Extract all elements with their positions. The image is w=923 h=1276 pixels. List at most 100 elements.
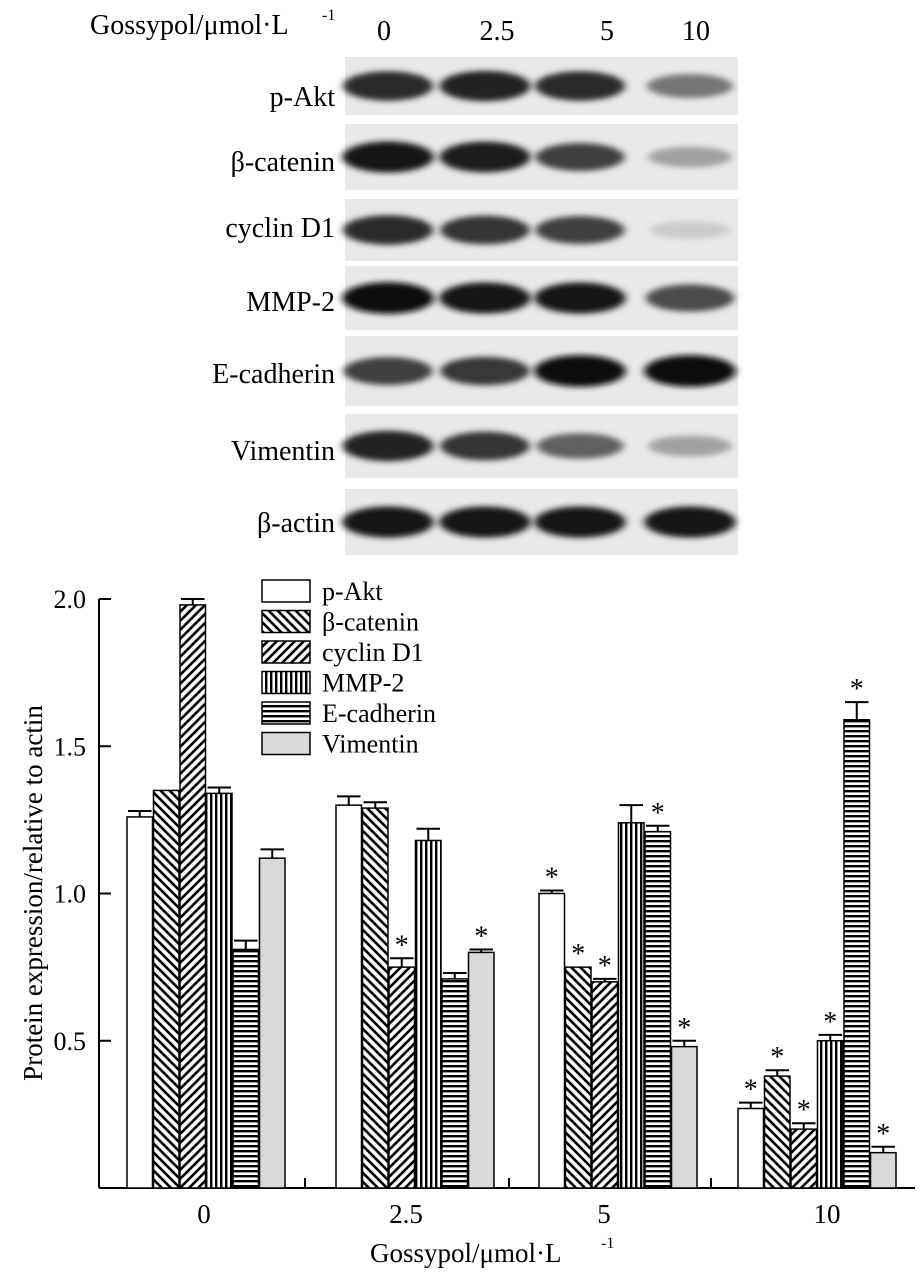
blot-row: cyclin D1 — [225, 199, 738, 261]
significance-star: * — [598, 951, 612, 982]
blot-band — [439, 506, 531, 538]
blot-band — [534, 355, 626, 387]
blot-row-label: cyclin D1 — [225, 213, 335, 244]
legend-item: β-catenin — [261, 608, 419, 637]
bar — [414, 839, 442, 1189]
significance-star: * — [395, 930, 409, 961]
bar — [126, 816, 154, 1189]
blot-row: β-catenin — [231, 124, 738, 190]
blot-row: Vimentin — [231, 414, 738, 478]
blot-band — [439, 282, 531, 314]
significance-star: * — [823, 1007, 837, 1038]
significance-star: * — [677, 1013, 691, 1044]
blot-band — [648, 435, 732, 457]
legend-swatch — [261, 640, 311, 664]
blot-band — [342, 282, 434, 314]
bar — [179, 604, 207, 1189]
x-tick-label: 10 — [814, 1199, 841, 1229]
legend-label: β-catenin — [322, 608, 419, 637]
blot-header-exponent: -1 — [322, 7, 335, 24]
x-axis-label-exponent: -1 — [601, 1235, 614, 1252]
blot-row-label: p-Akt — [270, 82, 336, 113]
legend-item: Vimentin — [261, 730, 419, 759]
blot-band — [535, 216, 625, 244]
significance-star: * — [571, 939, 585, 970]
blot-band — [440, 431, 530, 461]
blot-band — [647, 74, 733, 98]
bar — [564, 966, 592, 1189]
bar — [258, 857, 286, 1189]
significance-star: * — [744, 1075, 758, 1106]
x-tick-label: 5 — [597, 1199, 611, 1229]
bar — [538, 892, 566, 1189]
blot-band — [342, 215, 434, 245]
blot-row-label: MMP-2 — [246, 287, 335, 318]
blot-row: β-actin — [257, 489, 738, 555]
legend-item: p-Akt — [261, 577, 383, 606]
x-tick-label: 2.5 — [389, 1199, 423, 1229]
bar — [232, 948, 260, 1189]
bar — [205, 792, 233, 1189]
blot-band — [645, 284, 735, 312]
significance-star: * — [651, 798, 665, 829]
blot-band — [644, 355, 736, 387]
bar — [737, 1107, 765, 1189]
blot-band — [534, 282, 626, 314]
blot-row-label: Vimentin — [231, 436, 335, 467]
y-tick-label: 1.5 — [54, 732, 87, 761]
legend-label: MMP-2 — [322, 669, 404, 698]
blot-header-label: Gossypol/μmol·L — [90, 10, 289, 41]
blot-band — [644, 506, 736, 538]
blot-band — [342, 506, 434, 538]
bar — [467, 951, 495, 1189]
bar — [763, 1075, 791, 1189]
blot-row-label: β-actin — [257, 508, 335, 539]
y-axis-label: Protein expression/relative to actin — [18, 705, 48, 1081]
blot-band — [439, 70, 531, 102]
blot-band — [440, 356, 530, 386]
bar — [361, 807, 389, 1189]
significance-star: * — [797, 1095, 811, 1126]
x-axis-label: Gossypol/μmol·L — [370, 1238, 561, 1268]
blot-lane-label: 2.5 — [480, 16, 515, 47]
blot-band — [534, 506, 626, 538]
legend-item: E-cadherin — [261, 699, 436, 728]
bar — [441, 978, 469, 1189]
legend-swatch — [261, 670, 311, 695]
legend-item: MMP-2 — [261, 669, 404, 698]
significance-star: * — [876, 1119, 890, 1150]
blot-lane-label: 5 — [600, 16, 614, 47]
legend-swatch — [261, 579, 311, 603]
bar — [152, 789, 180, 1189]
blot-band — [649, 221, 731, 239]
legend-label: E-cadherin — [322, 699, 436, 728]
bar — [388, 966, 416, 1189]
blot-band — [648, 146, 732, 168]
blot-row-label: β-catenin — [231, 147, 335, 178]
legend-label: p-Akt — [322, 577, 383, 606]
significance-star: * — [850, 674, 864, 705]
bar — [644, 830, 672, 1189]
blot-band — [534, 71, 626, 101]
blot-band — [439, 141, 531, 173]
x-tick-label: 0 — [197, 1199, 211, 1229]
blot-row: E-cadherin — [212, 336, 738, 406]
blot-band — [342, 141, 434, 173]
bar — [591, 981, 619, 1189]
legend-swatch — [261, 609, 311, 634]
blot-row: MMP-2 — [246, 266, 738, 330]
y-tick-label: 0.5 — [54, 1027, 87, 1056]
blot-lane-label: 10 — [682, 16, 710, 47]
y-tick-label: 1.0 — [54, 880, 87, 909]
blot-band — [343, 357, 433, 385]
y-tick-label: 2.0 — [54, 585, 87, 614]
blot-band — [535, 143, 625, 171]
bar — [790, 1128, 818, 1189]
blot-row-label: E-cadherin — [212, 359, 335, 390]
significance-star: * — [474, 921, 488, 952]
bar — [670, 1045, 698, 1189]
bar — [617, 822, 645, 1189]
blot-band — [440, 215, 530, 245]
significance-star: * — [545, 863, 559, 894]
bar — [869, 1151, 897, 1189]
